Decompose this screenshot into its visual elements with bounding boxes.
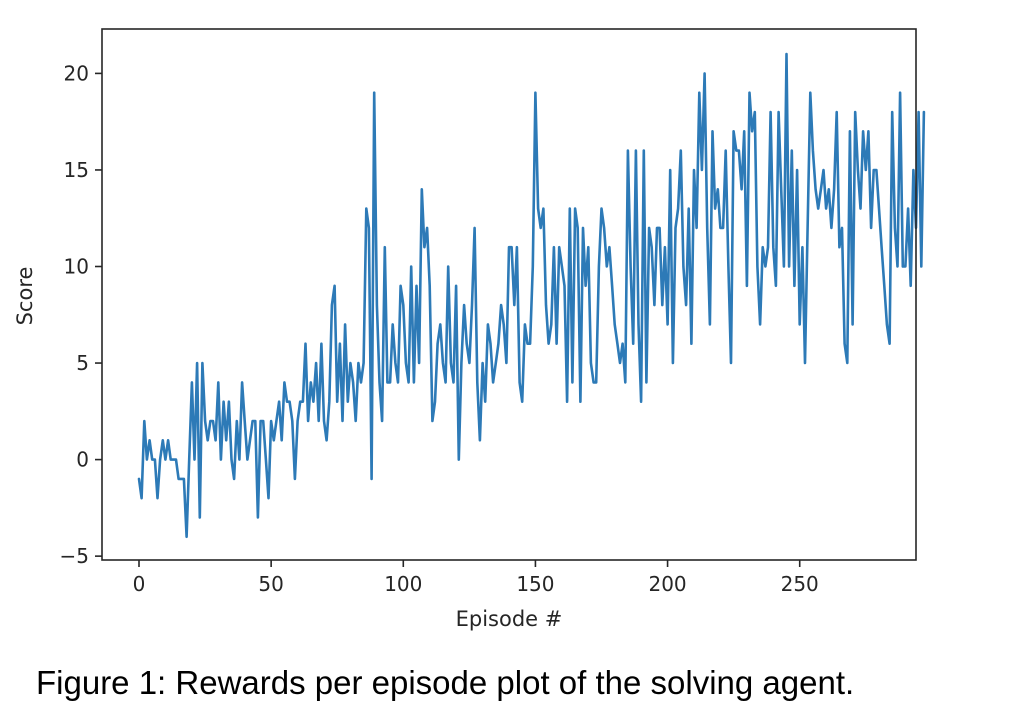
y-axis-label: Score: [13, 267, 37, 326]
y-axis-ticks: −5 0 5 10 15 20: [60, 61, 102, 568]
score-series-line: [137, 52, 926, 539]
x-tick-label: 0: [133, 572, 146, 596]
chart-figure: 0 50 100 150 200 250 −5 0 5 10 15 20 Score Episode…: [13, 28, 926, 631]
y-tick-label: 0: [76, 448, 89, 472]
x-tick-label: 250: [781, 572, 819, 596]
y-tick-label: 15: [64, 158, 89, 182]
x-tick-label: 150: [516, 572, 554, 596]
y-tick-label: 20: [64, 61, 89, 85]
x-tick-label: 100: [384, 572, 422, 596]
x-axis-label: Episode #: [456, 607, 563, 631]
x-axis-ticks: 0 50 100 150 200 250: [133, 560, 819, 596]
y-tick-label: 5: [76, 351, 89, 375]
y-tick-label: −5: [60, 544, 89, 568]
y-tick-label: 10: [64, 255, 89, 279]
x-tick-label: 50: [258, 572, 283, 596]
x-tick-label: 200: [648, 572, 686, 596]
figure-caption: Figure 1: Rewards per episode plot of th…: [36, 664, 855, 701]
plot-area-frame: [101, 28, 917, 561]
